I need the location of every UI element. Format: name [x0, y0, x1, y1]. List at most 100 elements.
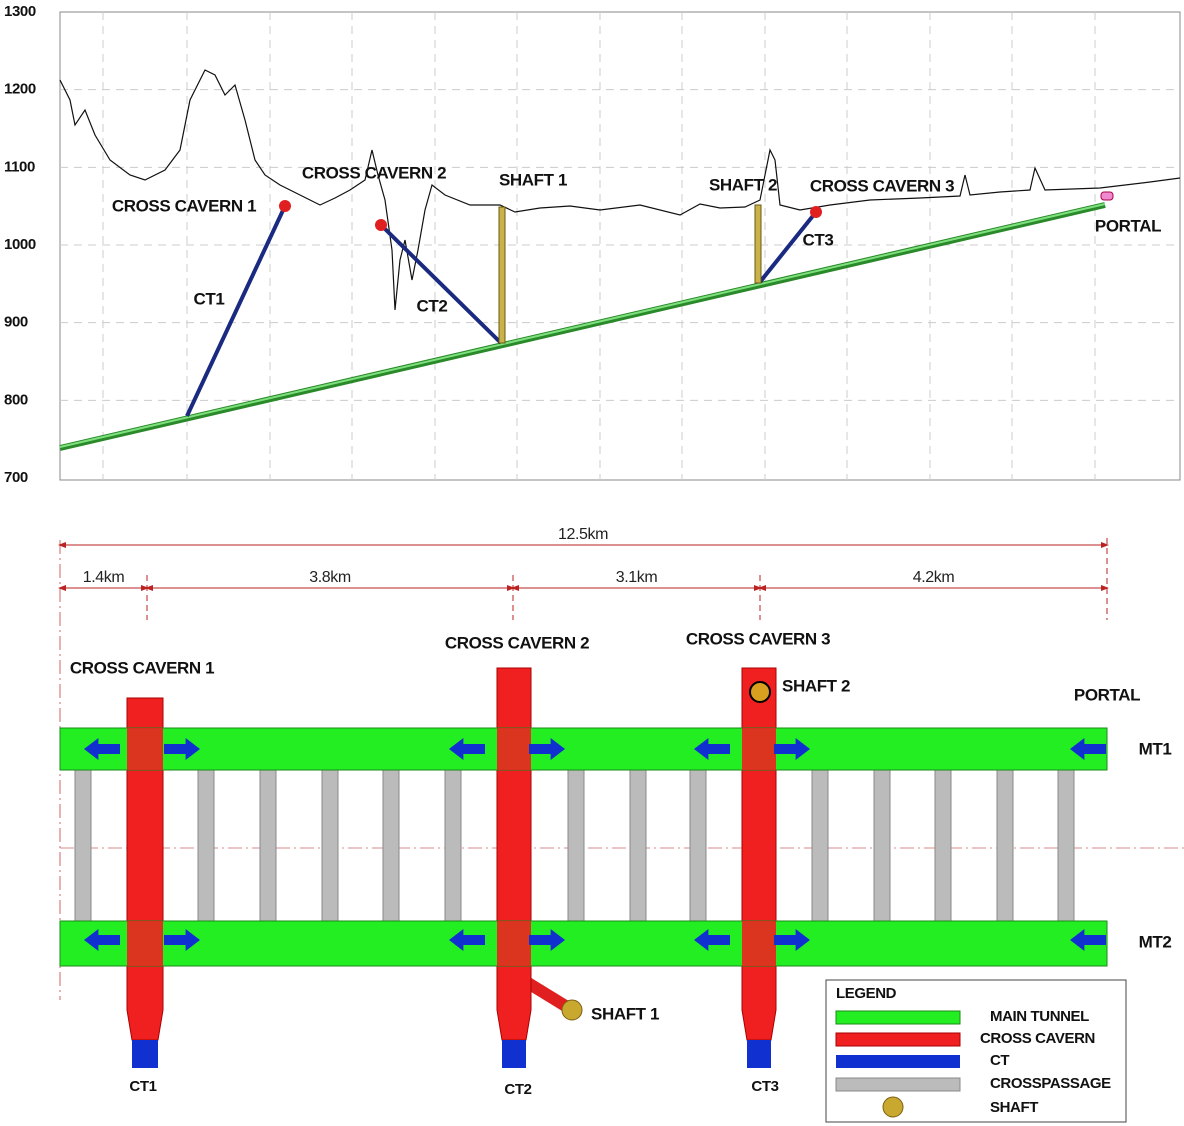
label: CROSS CAVERN 2	[445, 633, 589, 652]
flow-arrow	[164, 929, 200, 951]
ct3-plan	[747, 1040, 771, 1068]
ct2-plan	[502, 1040, 526, 1068]
terrain-line	[59, 69, 1181, 311]
flow-arrow	[694, 929, 730, 951]
flow-arrow	[774, 929, 810, 951]
flow-arrow	[449, 929, 485, 951]
y-tick-label: 1200	[4, 81, 36, 98]
dimension-label: 12.5km	[558, 526, 608, 543]
legend-label: MAIN TUNNEL	[990, 1008, 1089, 1025]
label: MT1	[1139, 739, 1172, 758]
crosspassage	[996, 769, 1014, 922]
main-tunnel-2	[59, 920, 1108, 967]
segment-dimensions: 1.4km 3.8km 3.1km 4.2km	[58, 569, 1109, 620]
crosspassage	[382, 769, 400, 922]
label: SHAFT 1	[499, 170, 567, 189]
dimension-label: 3.1km	[616, 569, 658, 586]
flow-arrow	[84, 929, 120, 951]
crosspassage	[74, 769, 92, 922]
horizontal-grid: 1300 1200 1100 1000 900 800 700	[4, 3, 1180, 486]
cavern-crossing	[497, 921, 531, 966]
dimension-label: 1.4km	[83, 569, 125, 586]
crosspassages	[74, 769, 1075, 922]
cross-cavern-2	[496, 667, 532, 1041]
cross-cavern-2-point	[375, 219, 387, 231]
legend-swatch	[882, 1096, 904, 1118]
legend-swatch	[835, 1032, 961, 1047]
legend-label: CT	[990, 1052, 1009, 1069]
ct3-line	[758, 210, 818, 284]
shaft-1	[498, 206, 506, 344]
label: CROSS CAVERN 1	[112, 196, 256, 215]
crosspassage	[567, 769, 585, 922]
elevation-profile: 1300 1200 1100 1000 900 800 700 CROSS CAVERN 1…	[4, 3, 1181, 486]
label: SHAFT 2	[782, 676, 850, 695]
flow-arrow	[774, 738, 810, 760]
label: SHAFT 1	[591, 1004, 659, 1023]
crosspassage	[873, 769, 891, 922]
cross-cavern-3	[741, 667, 777, 1041]
cavern-crossing	[127, 921, 163, 966]
flow-arrow	[449, 738, 485, 760]
legend-box	[825, 979, 1127, 1123]
label: CT1	[194, 289, 225, 308]
flow-arrow	[1070, 738, 1106, 760]
shaft-1-plan	[561, 999, 583, 1021]
label: CROSS CAVERN 3	[810, 176, 954, 195]
crosspassage	[689, 769, 707, 922]
cross-cavern-1-point	[279, 200, 291, 212]
flow-arrow	[529, 929, 565, 951]
cavern-crossing	[742, 921, 776, 966]
label: CT2	[417, 296, 448, 315]
flow-arrow	[84, 738, 120, 760]
crosspassage	[934, 769, 952, 922]
label: SHAFT 2	[709, 175, 777, 194]
crosspassage	[1057, 769, 1075, 922]
shaft-2	[754, 204, 762, 284]
flow-arrow	[1070, 929, 1106, 951]
cavern-crossing	[497, 728, 531, 770]
dimension-label: 3.8km	[309, 569, 351, 586]
main-tunnel-highlight	[59, 203, 1106, 448]
cross-cavern-3-point	[810, 206, 822, 218]
crosspassage	[197, 769, 215, 922]
label: CT1	[129, 1078, 156, 1095]
legend-label: SHAFT	[990, 1099, 1038, 1116]
label: MT2	[1139, 932, 1172, 951]
legend: LEGEND MAIN TUNNEL CROSS CAVERN CT CROSS…	[825, 979, 1127, 1123]
ct1-line	[185, 205, 287, 417]
crosspassage	[811, 769, 829, 922]
y-tick-label: 1100	[4, 158, 35, 175]
ct1-plan	[132, 1040, 158, 1068]
crosspassage	[629, 769, 647, 922]
legend-swatch	[835, 1010, 961, 1025]
y-tick-label: 1300	[4, 3, 36, 20]
label: CROSS CAVERN 1	[70, 658, 214, 677]
label: CROSS CAVERN 3	[686, 629, 830, 648]
y-tick-label: 1000	[4, 236, 36, 253]
legend-swatch	[836, 1055, 960, 1068]
y-tick-label: 800	[4, 391, 28, 408]
y-tick-label: 700	[4, 469, 28, 486]
y-tick-label: 900	[4, 314, 28, 331]
legend-label: CROSS CAVERN	[980, 1030, 1095, 1047]
flow-arrow	[164, 738, 200, 760]
label: CT3	[803, 230, 834, 249]
legend-title: LEGEND	[836, 985, 897, 1002]
plan-view: 12.5km 1.4km 3.8km 3.1km 4.2km CROSS CAVERN…	[58, 526, 1184, 1098]
flow-arrow	[694, 738, 730, 760]
legend-swatch	[835, 1077, 961, 1092]
cavern-crossing	[742, 728, 776, 770]
label: PORTAL	[1095, 216, 1161, 235]
label: PORTAL	[1074, 685, 1140, 704]
portal-point	[1100, 191, 1114, 201]
flow-arrows	[84, 738, 1106, 951]
main-tunnel-1	[59, 727, 1108, 771]
label: CT3	[751, 1078, 778, 1095]
cavern-crossing	[127, 728, 163, 770]
label: CROSS CAVERN 2	[302, 163, 446, 182]
crosspassage	[259, 769, 277, 922]
flow-arrow	[529, 738, 565, 760]
crosspassage	[444, 769, 462, 922]
